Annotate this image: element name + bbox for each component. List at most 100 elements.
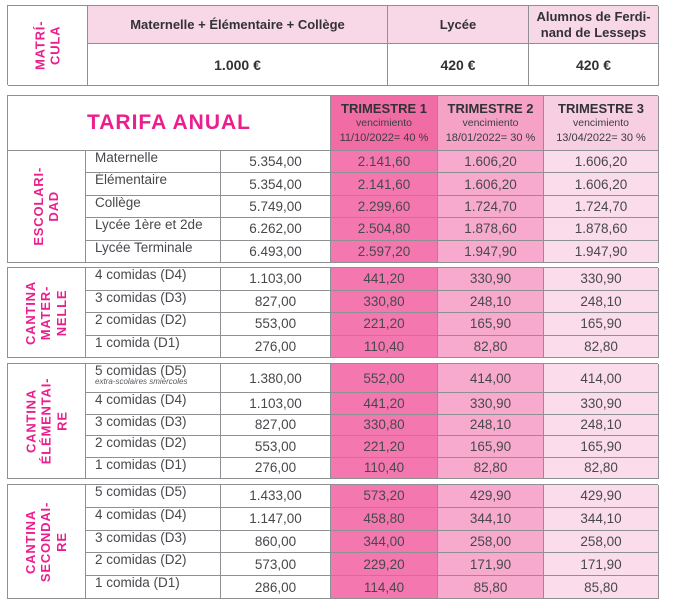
trimester2-value-cell: 1.606,20 xyxy=(438,151,544,174)
trimester1-value-cell: 2.504,80 xyxy=(331,218,438,241)
tarifa-anual-title-cell: TARIFA ANUAL xyxy=(8,96,331,151)
trimester1-value-cell: 2.141,60 xyxy=(331,151,438,174)
row-label-cell: 2 comidas (D2) xyxy=(86,313,221,336)
row-label-note: extra-scolaires smiércoles xyxy=(95,377,188,387)
matricula-label: MATRÍ- CULA xyxy=(32,20,63,71)
annual-value-cell: 1.147,00 xyxy=(221,507,331,531)
section-label-cell-escolaridad: ESCOLARI- DAD xyxy=(8,151,86,263)
trimester2-value-cell: 1.606,20 xyxy=(438,173,544,196)
trimester3-value-cell: 1.878,60 xyxy=(544,218,659,241)
row-label: 4 comidas (D4) xyxy=(95,268,187,282)
trimester3-value-cell: 165,90 xyxy=(544,313,659,336)
cantina-secondaire-table: CANTINA SECONDAI- RE 5 comidas (D5) 1.433,… xyxy=(7,484,659,599)
row-label: 5 comidas (D5) xyxy=(95,485,187,499)
trimester2-value-cell: 1.724,70 xyxy=(438,195,544,219)
section-label-escolaridad: ESCOLARI- DAD xyxy=(31,167,62,246)
row-label: 2 comidas (D2) xyxy=(95,553,187,568)
trimester3-name: TRIMESTRE 3 xyxy=(558,100,644,116)
matricula-table: MATRÍ- CULA Maternelle + Élémentaire + C… xyxy=(7,5,659,86)
row-label-cell: 4 comidas (D4) xyxy=(86,268,221,291)
trimester2-value-cell: 330,90 xyxy=(438,268,544,291)
annual-value-cell: 860,00 xyxy=(221,530,331,554)
annual-value-cell: 1.103,00 xyxy=(221,268,331,291)
trimester2-value-cell: 1.947,90 xyxy=(438,240,544,263)
trimester3-value-cell: 1.947,90 xyxy=(544,240,659,263)
row-label: 3 comidas (D3) xyxy=(95,530,187,545)
row-label: 2 comidas (D2) xyxy=(95,313,187,327)
matricula-header-cell: Lycée xyxy=(388,6,529,44)
row-label: 4 comidas (D4) xyxy=(95,507,187,522)
trimester1-value-cell: 552,00 xyxy=(331,364,438,393)
annual-value-cell: 827,00 xyxy=(221,414,331,436)
trimester1-value-cell: 110,40 xyxy=(331,335,438,358)
trimester2-name: TRIMESTRE 2 xyxy=(447,100,534,116)
section-label-cell-cantina-maternelle: CANTINA MATER- NELLE xyxy=(8,268,86,358)
annual-value-cell: 5.749,00 xyxy=(221,195,331,219)
trimester3-header: TRIMESTRE 3 vencimiento 13/04/2022= 30 % xyxy=(544,96,659,151)
annual-value-cell: 5.354,00 xyxy=(221,151,331,174)
matricula-header-cell: Maternelle + Élémentaire + Collège xyxy=(88,6,388,44)
trimester1-value-cell: 458,80 xyxy=(331,507,438,531)
trimester1-value-cell: 110,40 xyxy=(331,457,438,479)
row-label-cell: 2 comidas (D2) xyxy=(86,553,221,577)
annual-value-cell: 553,00 xyxy=(221,313,331,336)
row-label: 5 comidas (D5) xyxy=(95,364,187,378)
trimester2-value-cell: 82,80 xyxy=(438,335,544,358)
trimester3-value-cell: 248,10 xyxy=(544,290,659,313)
trimester2-value-cell: 1.878,60 xyxy=(438,218,544,241)
trimester3-value-cell: 1.724,70 xyxy=(544,195,659,219)
matricula-value-cell: 420 € xyxy=(529,44,659,86)
trimester1-subtitle: vencimiento xyxy=(355,117,413,130)
trimester1-value-cell: 221,20 xyxy=(331,436,438,458)
trimester2-value-cell: 429,90 xyxy=(438,485,544,508)
trimester1-value-cell: 330,80 xyxy=(331,414,438,436)
trimester3-value-cell: 429,90 xyxy=(544,485,659,508)
row-label: Lycée Terminale xyxy=(95,240,193,255)
trimester2-value-cell: 414,00 xyxy=(438,364,544,393)
trimester2-subtitle: vencimiento xyxy=(462,117,519,130)
row-label-cell: 4 comidas (D4) xyxy=(86,393,221,415)
trimester1-name: TRIMESTRE 1 xyxy=(341,100,427,116)
row-label-cell: 3 comidas (D3) xyxy=(86,530,221,554)
matricula-row-label-cell: MATRÍ- CULA xyxy=(8,6,88,86)
trimester1-value-cell: 2.141,60 xyxy=(331,173,438,196)
trimester3-value-cell: 82,80 xyxy=(544,457,659,479)
row-label-cell: 1 comida (D1) xyxy=(86,335,221,358)
trimester1-value-cell: 330,80 xyxy=(331,290,438,313)
trimester2-value-cell: 258,00 xyxy=(438,530,544,554)
trimester2-value-cell: 165,90 xyxy=(438,436,544,458)
cantina-maternelle-table: CANTINA MATER- NELLE 4 comidas (D4) 1.103,… xyxy=(7,267,659,358)
trimester1-value-cell: 221,20 xyxy=(331,313,438,336)
trimester3-value-cell: 344,10 xyxy=(544,507,659,531)
row-label-cell: 3 comidas (D3) xyxy=(86,290,221,313)
trimester3-value-cell: 82,80 xyxy=(544,335,659,358)
row-label: 4 comidas (D4) xyxy=(95,393,187,407)
trimester1-due-date: 11/10/2022= 40 % xyxy=(339,132,429,145)
trimester3-due-date: 13/04/2022= 30 % xyxy=(556,132,646,145)
trimester2-value-cell: 165,90 xyxy=(438,313,544,336)
trimester3-value-cell: 330,90 xyxy=(544,393,659,415)
trimester2-value-cell: 248,10 xyxy=(438,290,544,313)
trimester3-value-cell: 330,90 xyxy=(544,268,659,291)
trimester2-value-cell: 330,90 xyxy=(438,393,544,415)
section-label-cantina-secondaire: CANTINA SECONDAI- RE xyxy=(23,501,70,582)
trimester3-value-cell: 171,90 xyxy=(544,553,659,577)
trimester2-value-cell: 82,80 xyxy=(438,457,544,479)
trimester3-value-cell: 248,10 xyxy=(544,414,659,436)
row-label: Lycée 1ère et 2de xyxy=(95,218,203,233)
annual-value-cell: 1.433,00 xyxy=(221,485,331,508)
trimester3-value-cell: 1.606,20 xyxy=(544,151,659,174)
trimester3-value-cell: 1.606,20 xyxy=(544,173,659,196)
section-label-cell-cantina-secondaire: CANTINA SECONDAI- RE xyxy=(8,485,86,599)
tarifa-anual-title: TARIFA ANUAL xyxy=(86,111,252,134)
annual-value-cell: 286,00 xyxy=(221,576,331,599)
matricula-header-cell: Alumnos de Ferdi- nand de Lesseps xyxy=(529,6,659,44)
annual-value-cell: 1.380,00 xyxy=(221,364,331,393)
row-label: Élémentaire xyxy=(95,173,168,188)
trimester1-value-cell: 441,20 xyxy=(331,268,438,291)
trimester3-value-cell: 165,90 xyxy=(544,436,659,458)
section-label-cantina-elementaire: CANTINA ÉLÉMENTAI- RE xyxy=(23,377,70,465)
trimester3-value-cell: 258,00 xyxy=(544,530,659,554)
trimester1-value-cell: 2.597,20 xyxy=(331,240,438,263)
